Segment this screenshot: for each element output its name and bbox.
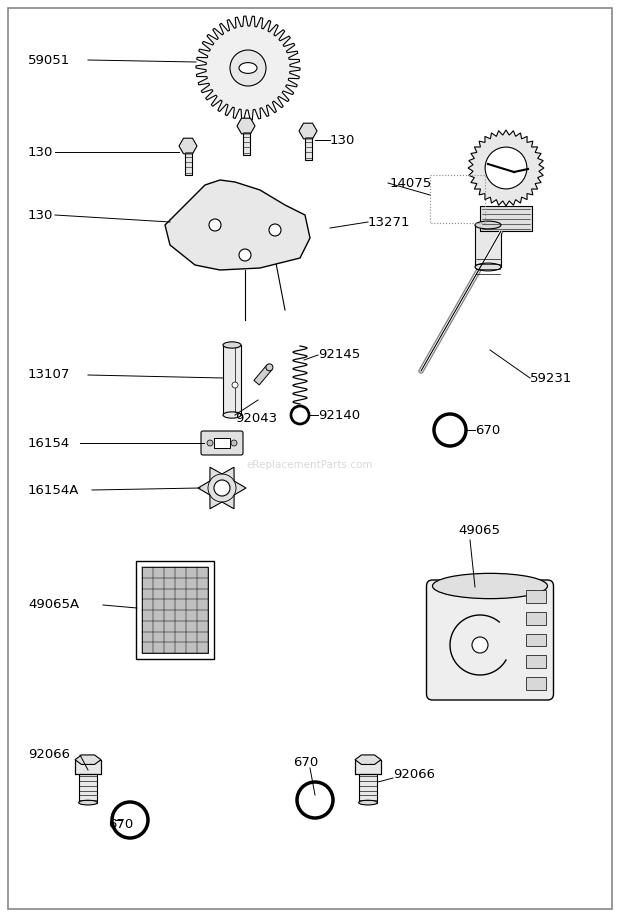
Polygon shape — [198, 468, 246, 509]
Bar — [214, 438, 230, 448]
Circle shape — [239, 249, 251, 261]
Text: 13107: 13107 — [28, 369, 71, 381]
Bar — [430, 175, 485, 223]
Ellipse shape — [223, 342, 241, 348]
Text: 49065A: 49065A — [28, 599, 79, 612]
Text: 670: 670 — [108, 819, 133, 832]
Circle shape — [112, 802, 148, 838]
Text: 92066: 92066 — [393, 768, 435, 781]
Bar — [79, 774, 97, 802]
Circle shape — [207, 440, 213, 446]
Circle shape — [266, 364, 273, 370]
Circle shape — [209, 219, 221, 231]
Bar — [242, 129, 249, 155]
Text: 59231: 59231 — [530, 371, 572, 384]
Text: 92066: 92066 — [28, 748, 70, 761]
Circle shape — [291, 406, 309, 424]
Text: 130: 130 — [330, 134, 355, 147]
Polygon shape — [237, 118, 255, 134]
Bar — [142, 567, 208, 653]
Text: 16154A: 16154A — [28, 483, 79, 496]
Text: 14075: 14075 — [390, 176, 432, 190]
Polygon shape — [299, 123, 317, 138]
Circle shape — [232, 382, 238, 388]
Ellipse shape — [358, 801, 378, 805]
Text: 670: 670 — [475, 424, 500, 436]
Polygon shape — [254, 365, 272, 385]
Polygon shape — [468, 130, 544, 206]
Text: eReplacementParts.com: eReplacementParts.com — [247, 460, 373, 470]
Bar — [526, 634, 546, 646]
Ellipse shape — [475, 263, 501, 271]
Circle shape — [434, 414, 466, 446]
Ellipse shape — [433, 573, 547, 599]
Bar — [136, 561, 214, 659]
Ellipse shape — [223, 412, 241, 418]
Polygon shape — [196, 16, 300, 120]
Bar — [475, 225, 501, 267]
Polygon shape — [165, 180, 310, 270]
Text: 130: 130 — [28, 146, 53, 159]
Bar — [223, 345, 241, 415]
Polygon shape — [355, 759, 381, 774]
FancyBboxPatch shape — [427, 580, 554, 700]
Text: 130: 130 — [28, 208, 53, 222]
FancyBboxPatch shape — [201, 431, 243, 455]
Text: 92145: 92145 — [318, 348, 360, 361]
Bar — [526, 612, 546, 624]
Circle shape — [230, 50, 266, 86]
Text: 92043: 92043 — [235, 412, 277, 425]
Bar — [358, 774, 378, 802]
Ellipse shape — [239, 62, 257, 73]
Text: 59051: 59051 — [28, 53, 70, 67]
Circle shape — [269, 224, 281, 236]
Bar — [185, 149, 192, 175]
Text: 16154: 16154 — [28, 436, 70, 449]
Text: 49065: 49065 — [458, 524, 500, 536]
Ellipse shape — [79, 801, 97, 805]
Circle shape — [214, 480, 230, 496]
Text: 13271: 13271 — [368, 215, 410, 228]
Bar — [480, 206, 532, 231]
Circle shape — [485, 147, 527, 189]
Circle shape — [472, 637, 488, 653]
Text: 670: 670 — [293, 756, 318, 768]
Bar — [526, 591, 546, 603]
Circle shape — [231, 440, 237, 446]
Polygon shape — [75, 759, 101, 774]
Polygon shape — [75, 755, 101, 765]
Polygon shape — [355, 755, 381, 765]
Bar — [526, 677, 546, 690]
Circle shape — [297, 782, 333, 818]
Polygon shape — [179, 138, 197, 154]
Bar — [526, 655, 546, 668]
Ellipse shape — [475, 221, 501, 229]
Bar — [304, 135, 311, 160]
Text: 92140: 92140 — [318, 408, 360, 422]
